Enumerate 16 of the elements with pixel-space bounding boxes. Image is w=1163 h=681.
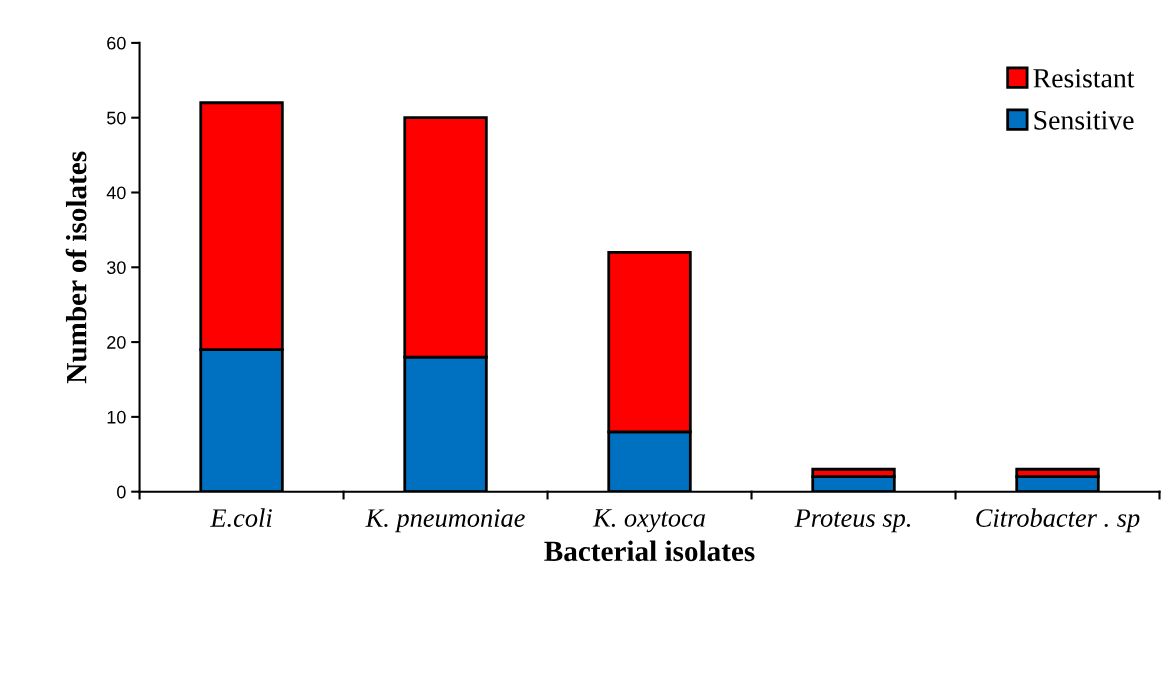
y-tick-label: 50	[107, 111, 126, 125]
x-tick-label: Proteus sp.	[794, 509, 911, 533]
y-tick-label: 0	[117, 485, 126, 499]
y-tick-label: 60	[107, 36, 126, 50]
y-tick-label: 20	[107, 336, 126, 349]
x-tick-label: E.coli	[210, 508, 272, 528]
x-axis-title: Bacterial isolates	[544, 540, 755, 562]
x-tick-label: K. pneumoniae	[365, 509, 525, 533]
legend-label: Sensitive	[1034, 110, 1134, 130]
legend-label: Resistant	[1033, 68, 1135, 88]
y-tick-label: 10	[107, 410, 126, 424]
x-tick-label: K. oxytoca	[592, 509, 705, 533]
y-tick-label: 30	[106, 261, 126, 275]
x-tick-label: Citrobacter . sp	[976, 508, 1140, 533]
y-tick-label: 40	[106, 186, 126, 200]
y-axis-title: Number of isolates	[65, 151, 87, 384]
